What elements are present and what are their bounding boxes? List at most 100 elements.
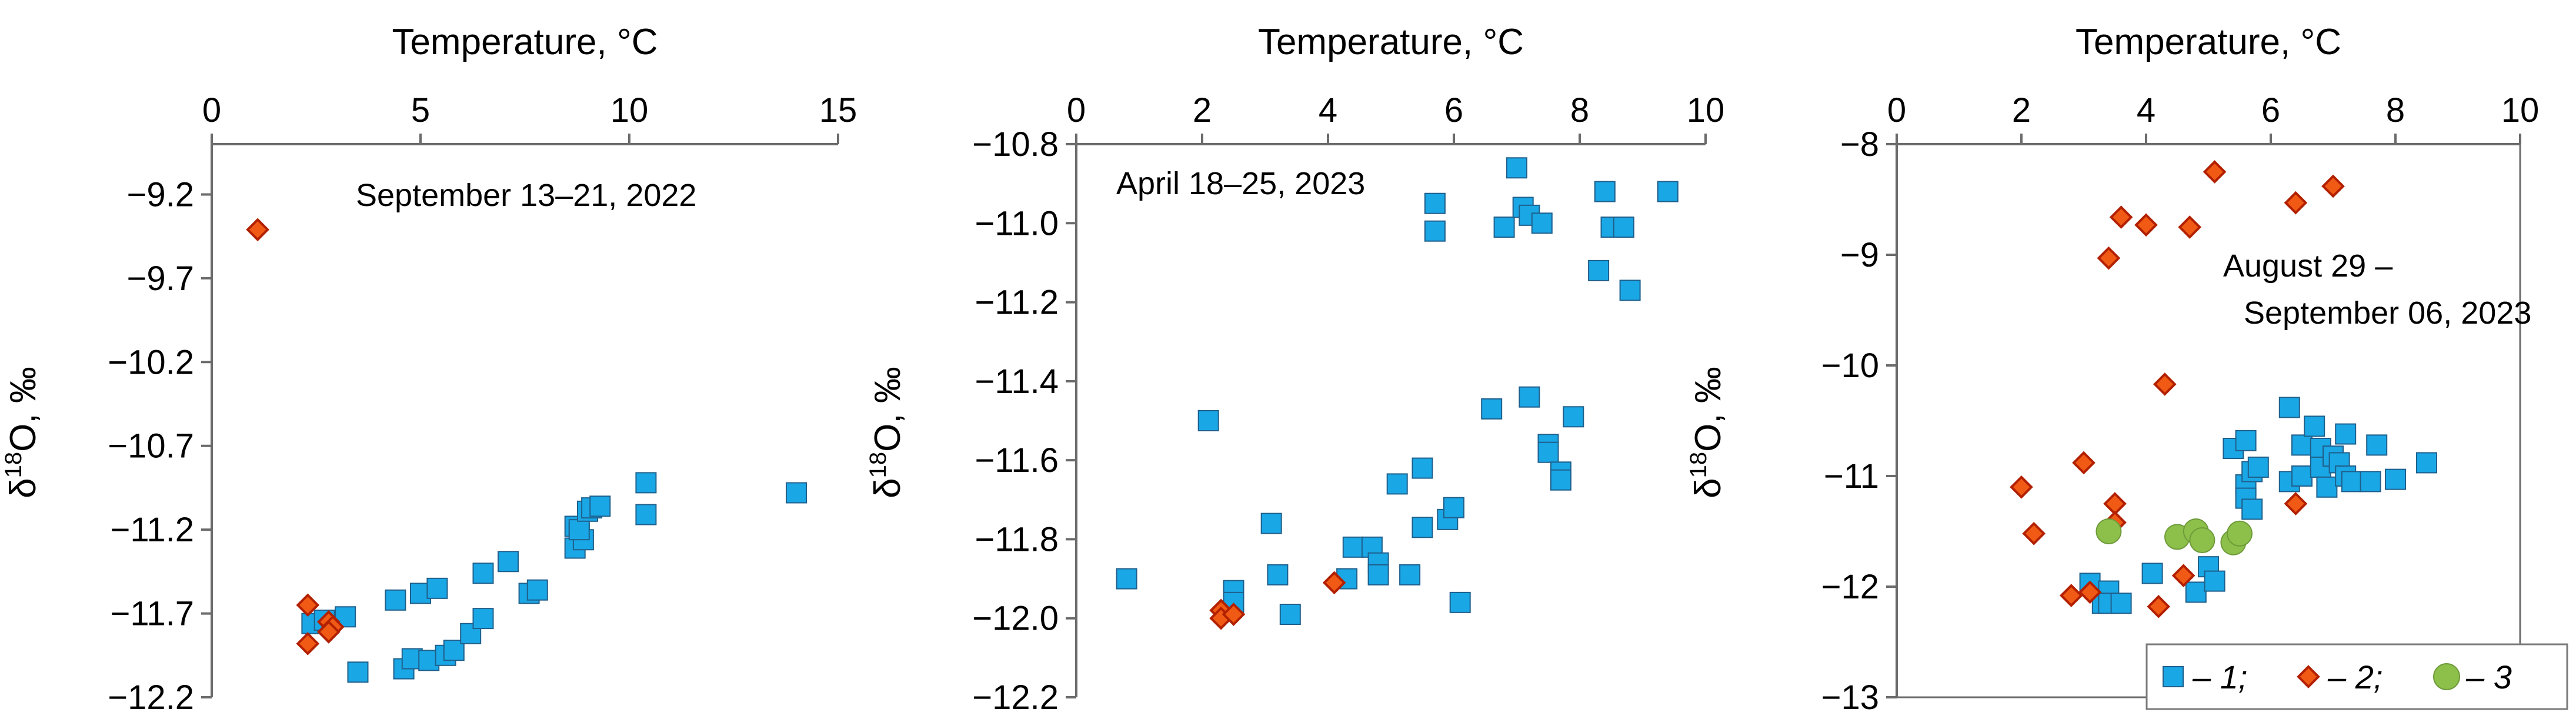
y-tick-label: −9	[1840, 236, 1879, 274]
y-axis-label: δ18O, ‰	[1, 367, 44, 498]
series-1	[2079, 397, 2437, 614]
y-tick-label: −12.2	[108, 678, 194, 717]
y-tick-label: −11.6	[975, 441, 1059, 480]
data-point-square	[385, 589, 406, 611]
data-point-square	[2235, 430, 2257, 451]
data-point-square	[1424, 192, 1446, 214]
data-point-square	[2366, 434, 2388, 456]
y-axis-label-sup: 18	[1, 452, 26, 478]
data-point-square	[1412, 517, 1433, 538]
x-tick-label: 4	[2137, 91, 2155, 129]
data-point-square	[2385, 468, 2406, 490]
x-tick-label: 0	[1887, 91, 1906, 129]
data-point-diamond	[316, 620, 341, 644]
y-tick-label: −12	[1821, 568, 1879, 606]
data-point-diamond	[2178, 215, 2202, 239]
series-1	[1116, 157, 1679, 625]
chart-panel-1: 0 5 10 15 Temperature, °C −9.2 −9.7 −10.2 −10.7 −…	[1, 22, 857, 717]
data-point-diamond	[2171, 564, 2195, 588]
data-point-square	[1279, 604, 1301, 625]
legend-marker-circle	[2433, 663, 2460, 690]
data-point-square	[1619, 280, 1641, 301]
data-point-square	[2247, 456, 2269, 478]
data-point-diamond	[2134, 213, 2158, 237]
x-tick-label: 10	[1687, 91, 1725, 129]
data-point-square	[1563, 406, 1584, 428]
y-axis-label-sup: 18	[1686, 452, 1711, 478]
data-point-square	[786, 482, 807, 504]
y-tick-label: −10.2	[108, 343, 194, 381]
y-axis-label-main: δ	[867, 478, 908, 498]
data-point-diamond	[2059, 584, 2083, 607]
panel-annotation: April 18–25, 2023	[1116, 166, 1365, 201]
data-point-diamond	[2010, 475, 2033, 499]
x-tick-label: 5	[411, 91, 430, 129]
x-axis-label: Temperature, °C	[1258, 22, 1524, 62]
data-point-square	[1267, 564, 1289, 585]
data-point-square	[1386, 473, 1408, 495]
y-tick-label: −12.2	[972, 678, 1059, 717]
data-point-diamond	[2284, 191, 2308, 215]
data-point-square	[1594, 181, 1616, 202]
data-point-square	[426, 577, 448, 599]
x-tick-label: 0	[202, 91, 221, 129]
y-tick-label: −12.0	[972, 600, 1059, 638]
data-point-square	[1613, 217, 1634, 238]
data-point-diamond	[2078, 580, 2102, 604]
y-axis-label: δ18O, ‰	[865, 367, 908, 498]
data-point-square	[1116, 568, 1137, 590]
series-2	[1209, 571, 1346, 630]
data-point-square	[1260, 513, 1282, 534]
panel-annotation: September 13–21, 2022	[356, 178, 696, 213]
data-point-diamond	[2072, 451, 2095, 475]
data-point-square	[2185, 581, 2207, 603]
data-point-square	[1443, 497, 1464, 518]
data-point-diamond	[296, 632, 320, 656]
y-tick-label: −11.0	[975, 204, 1059, 242]
data-point-square	[2316, 476, 2338, 498]
y-tick-label: −10.8	[972, 125, 1059, 164]
data-point-circle	[2095, 518, 2122, 544]
data-point-square	[1519, 386, 1540, 408]
data-point-square	[1588, 259, 1610, 281]
legend-label: – 2;	[2327, 658, 2383, 696]
data-point-diamond	[2147, 595, 2171, 618]
data-point-circle	[2227, 520, 2253, 547]
y-tick-label: −11.2	[111, 511, 194, 549]
y-axis-label-rest: O, ‰	[1688, 367, 1729, 452]
legend-marker-diamond	[2297, 665, 2320, 688]
data-point-square	[589, 495, 611, 517]
y-axis-label-rest: O, ‰	[3, 367, 44, 452]
data-point-square	[1537, 441, 1559, 463]
data-point-square	[635, 504, 657, 525]
x-tick-label: 8	[1570, 91, 1589, 129]
data-point-square	[2291, 434, 2313, 456]
y-axis-label-main: δ	[3, 478, 44, 498]
data-point-square	[1506, 157, 1527, 179]
y-tick-label: −11.7	[111, 595, 194, 633]
y-axis-label-sup: 18	[865, 452, 891, 478]
legend-marker-square	[2163, 666, 2184, 687]
chart-panel-2: 0 2 4 6 8 10 Temperature, °C −10.8 −11.0 −11.2 −11…	[865, 22, 1724, 717]
data-point-square	[2204, 570, 2225, 592]
legend: – 1; – 2; – 3	[2145, 643, 2568, 710]
data-point-square	[568, 519, 590, 541]
data-point-square	[472, 608, 494, 630]
data-point-diamond	[2097, 246, 2121, 270]
x-tick-label: 2	[1193, 91, 1212, 129]
data-point-diamond	[2022, 521, 2046, 545]
panel-annotation-line2: September 06, 2023	[2244, 295, 2531, 331]
x-tick-label: 2	[2012, 91, 2031, 129]
data-point-square	[1412, 457, 1433, 479]
series-1	[301, 472, 807, 683]
data-point-square	[526, 579, 548, 601]
data-point-diamond	[2103, 492, 2127, 515]
data-point-square	[2291, 465, 2313, 487]
y-axis-label-main: δ	[1688, 478, 1729, 498]
data-point-diamond	[2109, 205, 2133, 229]
data-point-square	[1531, 212, 1553, 234]
x-tick-label: 0	[1067, 91, 1086, 129]
panel-annotation-line1: August 29 –	[2223, 248, 2393, 284]
